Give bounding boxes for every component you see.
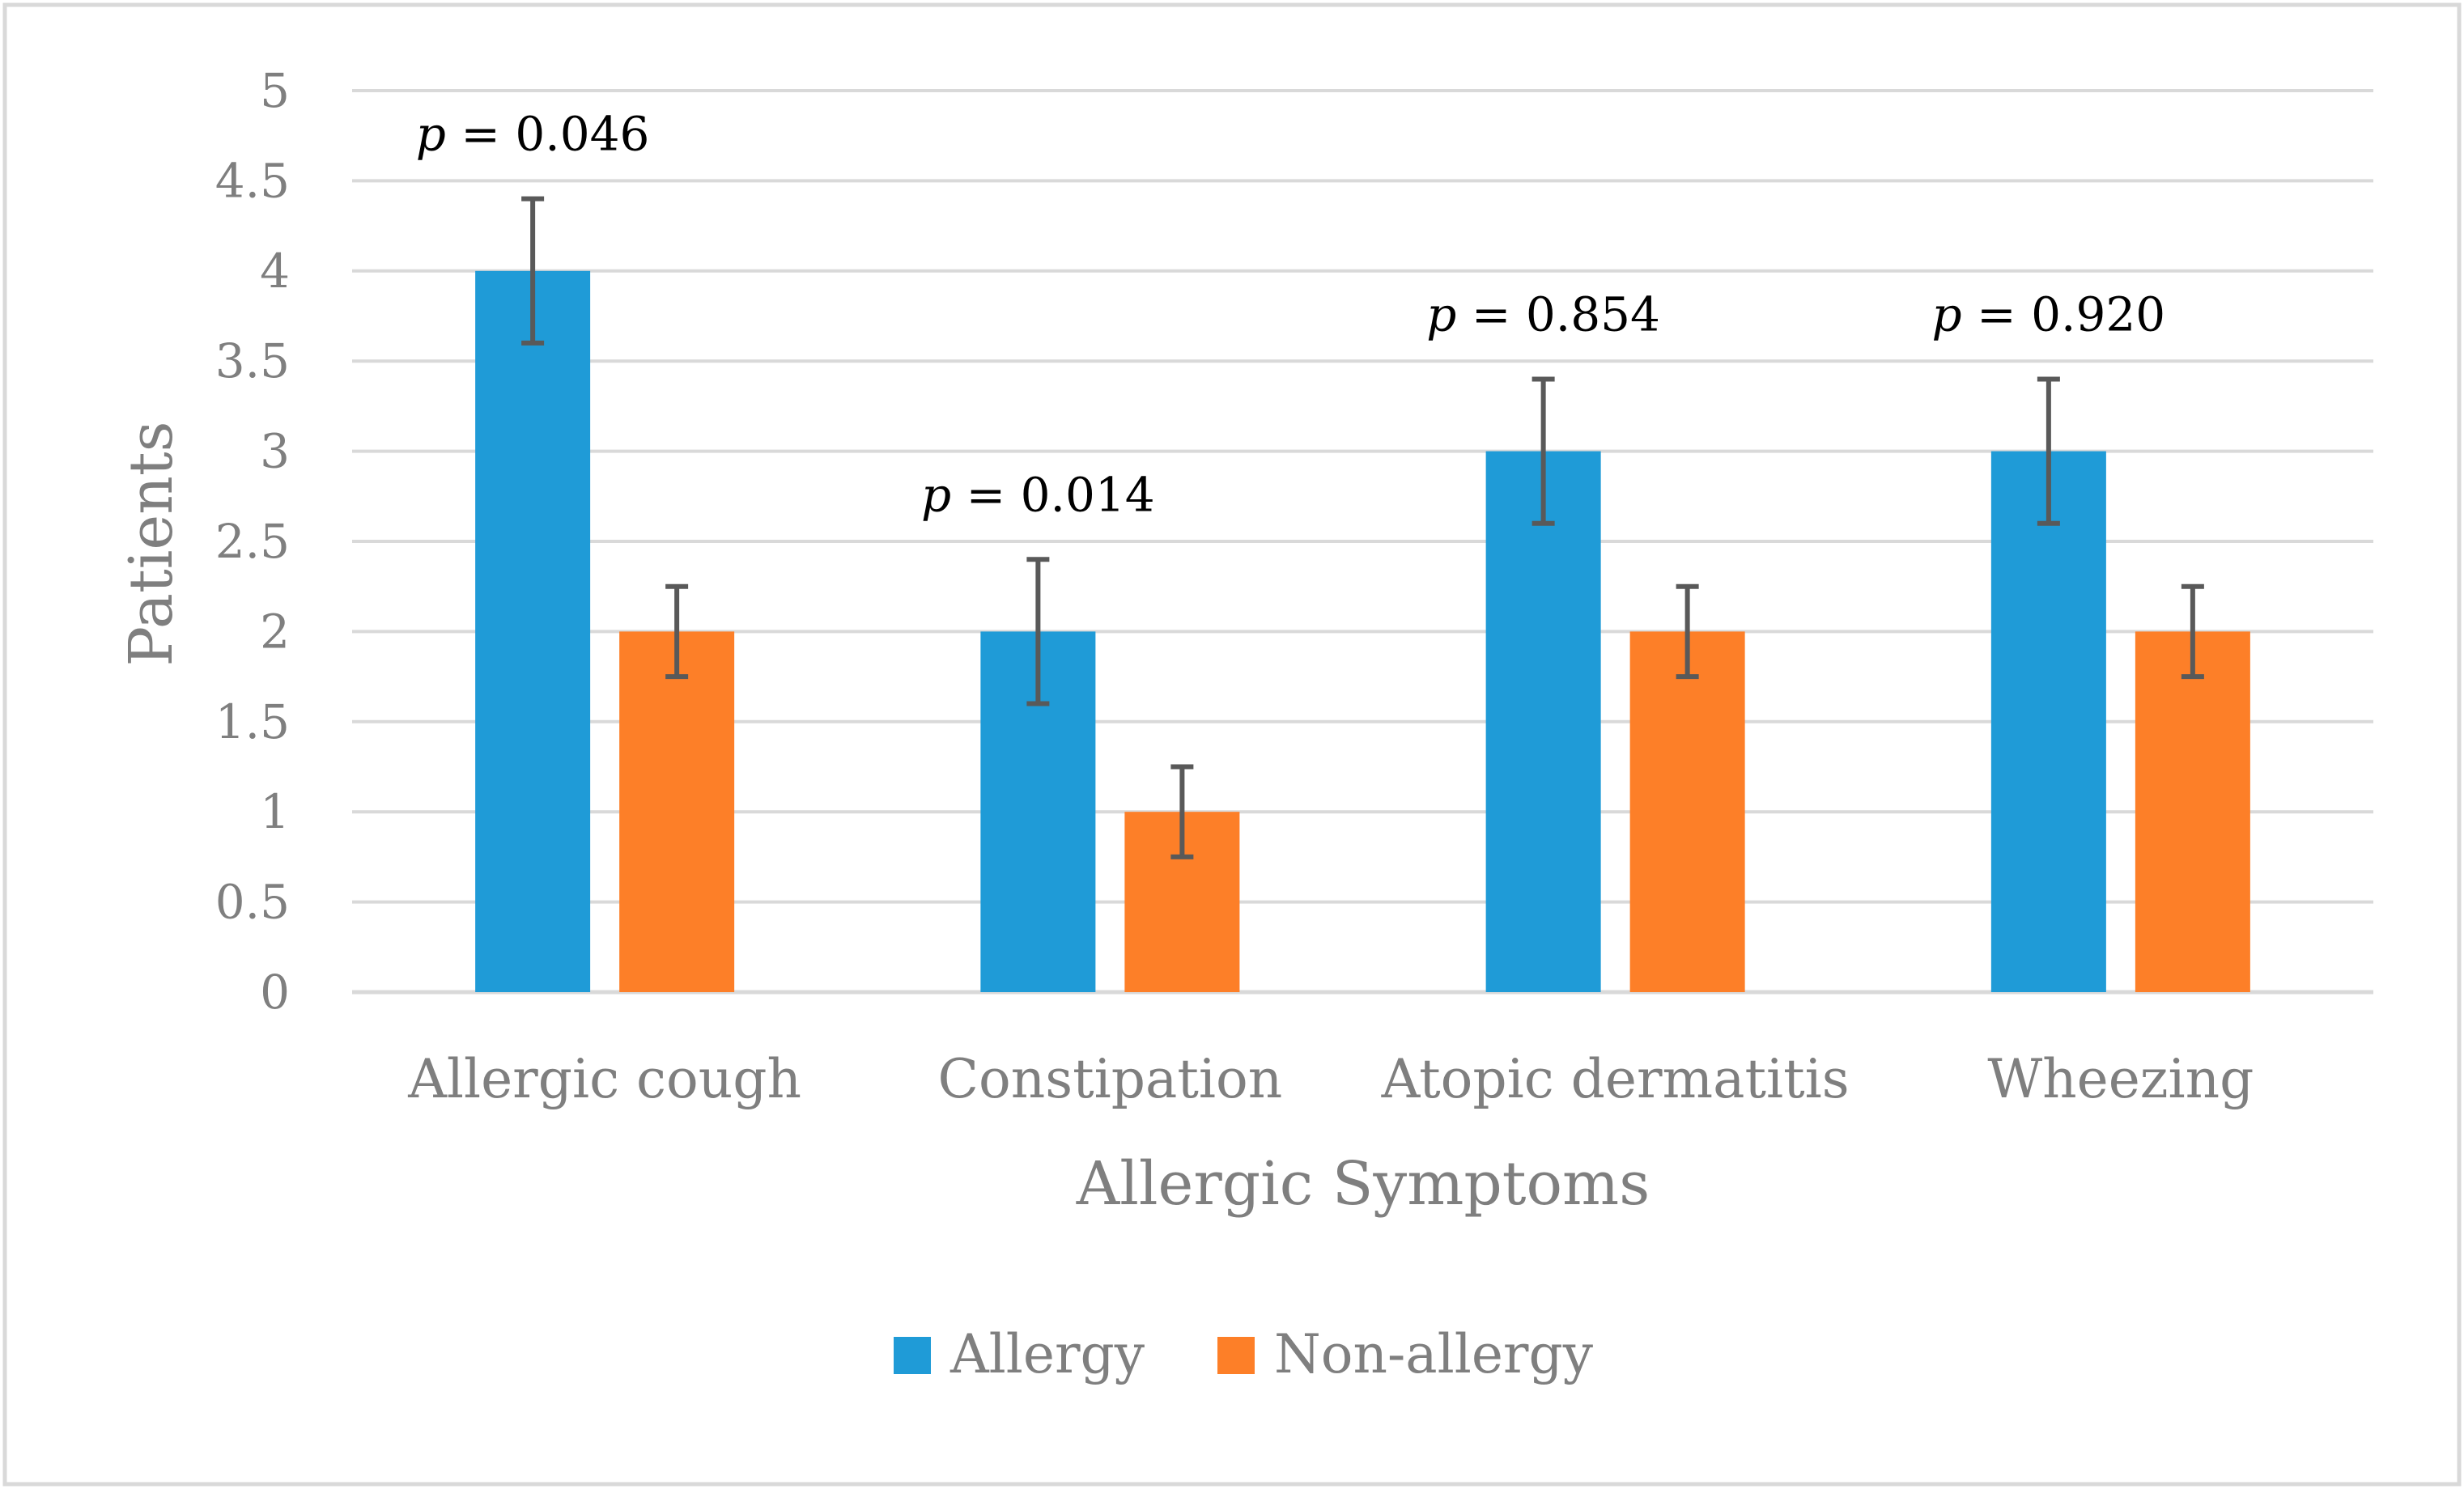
legend-swatch <box>1217 1337 1255 1374</box>
x-category-label: Atopic dermatitis <box>1381 1048 1850 1110</box>
bar-non-allergy <box>1629 631 1745 992</box>
error-bar <box>521 196 545 346</box>
y-tick-label: 0 <box>260 965 290 1020</box>
y-tick-label: 0.5 <box>215 875 290 930</box>
p-value-annotation: p = 0.046 <box>416 107 650 162</box>
y-tick-label: 4 <box>260 244 290 299</box>
y-tick-label: 4.5 <box>215 153 290 208</box>
legend-label: Allergy <box>949 1323 1145 1385</box>
y-tick-labels: 0 0.5 1 1.5 2 2.5 3 3.5 4 4.5 5 <box>215 63 290 1020</box>
error-bars <box>521 196 2204 859</box>
p-value-annotation: p = 0.854 <box>1426 286 1660 341</box>
bar-non-allergy <box>2135 631 2250 992</box>
y-tick-label: 2.5 <box>215 514 290 569</box>
y-tick-label: 5 <box>260 63 290 118</box>
error-bar <box>2181 583 2204 680</box>
y-tick-label: 3.5 <box>215 333 290 388</box>
y-tick-label: 1 <box>260 784 290 839</box>
p-value-annotation: p = 0.920 <box>1932 286 2166 341</box>
y-tick-label: 2 <box>260 604 290 659</box>
bar-non-allergy <box>619 631 735 992</box>
x-category-label: Allergic cough <box>407 1048 801 1110</box>
error-bar <box>1532 376 1555 526</box>
error-bar <box>2037 376 2060 526</box>
legend-label: Non-allergy <box>1274 1323 1594 1385</box>
error-bar <box>665 583 689 680</box>
bar-allergy <box>1990 451 2106 992</box>
x-category-label: Wheezing <box>1987 1048 2254 1110</box>
x-axis-title: Allergic Symptoms <box>1076 1149 1650 1219</box>
bars <box>475 270 2250 992</box>
p-value-annotation: p = 0.014 <box>921 467 1155 522</box>
x-category-label: Constipation <box>938 1048 1283 1110</box>
legend-swatch <box>894 1337 931 1374</box>
bar-allergy <box>475 270 591 992</box>
error-bar <box>1026 557 1050 706</box>
x-category-labels: Allergic cough Constipation Atopic dermati… <box>407 1048 2254 1110</box>
y-tick-label: 3 <box>260 424 290 479</box>
p-value-annotations: p = 0.046 p = 0.014 p = 0.854 p = 0.920 <box>416 107 2165 523</box>
legend: Allergy Non-allergy <box>894 1323 1594 1385</box>
y-axis-title: Patients <box>117 421 186 666</box>
error-bar <box>1676 583 1699 680</box>
error-bar <box>1170 764 1194 859</box>
y-tick-label: 1.5 <box>215 694 290 749</box>
bar-allergy <box>1485 451 1601 992</box>
